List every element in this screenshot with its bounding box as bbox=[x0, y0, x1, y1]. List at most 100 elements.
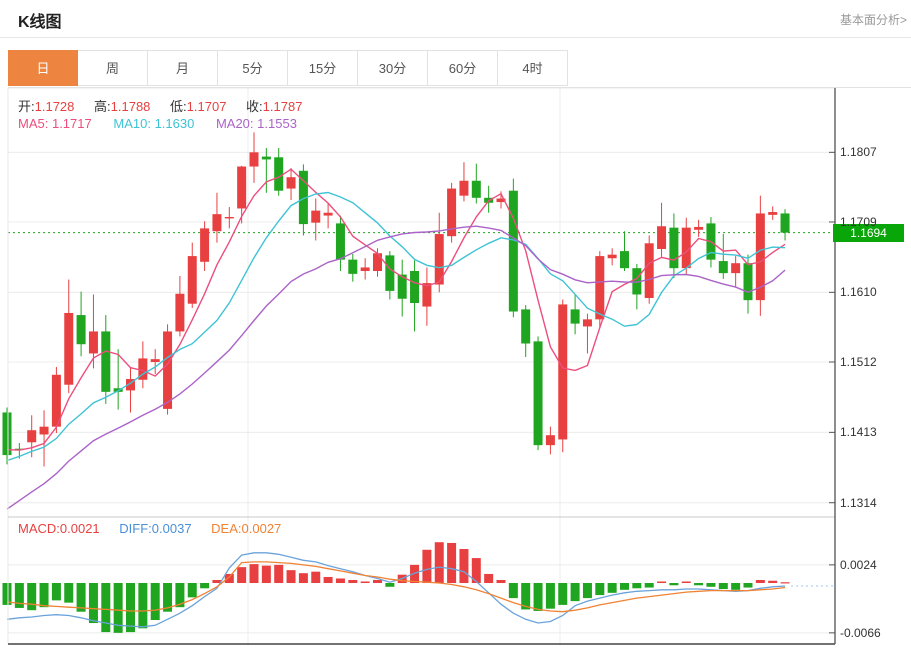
candle-body bbox=[582, 319, 592, 327]
axis-tick-label: 1.1807 bbox=[840, 145, 877, 160]
candle-body bbox=[27, 430, 37, 443]
candle-body bbox=[657, 226, 667, 249]
macd-readout: MACD:0.0021 DIFF:0.0037 DEA:0.0027 bbox=[18, 521, 297, 536]
diff-value-readout: DIFF:0.0037 bbox=[119, 521, 192, 536]
axis-tick-label: -0.0066 bbox=[840, 625, 881, 640]
candle-body bbox=[126, 379, 135, 391]
candle-body bbox=[76, 315, 86, 345]
macd-bar bbox=[39, 583, 49, 608]
macd-bar bbox=[2, 583, 12, 605]
macd-bar bbox=[373, 579, 382, 584]
macd-bar bbox=[150, 583, 160, 621]
candle-body bbox=[187, 256, 197, 304]
kline-chart[interactable]: 开:1.1728 高:1.1788 低:1.1707 收:1.1787 MA5:… bbox=[0, 88, 911, 649]
candle-body bbox=[447, 188, 457, 237]
tab-30min[interactable]: 30分 bbox=[358, 50, 428, 86]
low-readout: 低:1.1707 bbox=[170, 99, 227, 114]
candle-body bbox=[669, 227, 679, 269]
candle-body bbox=[88, 331, 98, 354]
macd-bar bbox=[249, 564, 259, 584]
tab-15min[interactable]: 15分 bbox=[288, 50, 358, 86]
macd-bar bbox=[780, 582, 790, 584]
tab-60min[interactable]: 60分 bbox=[428, 50, 498, 86]
macd-bar bbox=[360, 581, 370, 584]
macd-bar bbox=[681, 581, 691, 584]
candle-body bbox=[768, 212, 778, 215]
macd-bar bbox=[471, 558, 481, 584]
axis-tick-label: 0.0024 bbox=[840, 557, 877, 572]
macd-bar bbox=[126, 583, 135, 633]
macd-bar bbox=[113, 583, 123, 633]
page-title: K线图 bbox=[18, 14, 62, 31]
macd-bar bbox=[212, 579, 222, 584]
axis-tick-label: 1.1610 bbox=[840, 285, 877, 300]
candle-body bbox=[410, 271, 420, 303]
candle-body bbox=[595, 256, 605, 320]
diff-line bbox=[6, 552, 786, 628]
chart-canvas[interactable] bbox=[0, 88, 911, 649]
macd-bar bbox=[51, 583, 61, 601]
candle-body bbox=[311, 210, 321, 223]
candle-body bbox=[175, 293, 185, 332]
dea-line bbox=[6, 561, 786, 613]
axis-tick-label: 1.1512 bbox=[840, 354, 877, 369]
candle-body bbox=[274, 157, 284, 191]
candle-body bbox=[471, 180, 481, 198]
candle-body bbox=[780, 213, 790, 233]
tab-5min[interactable]: 5分 bbox=[218, 50, 288, 86]
tab-month[interactable]: 月 bbox=[148, 50, 218, 86]
macd-bar bbox=[27, 583, 37, 611]
macd-bar bbox=[298, 573, 308, 584]
macd-bar bbox=[447, 542, 457, 584]
candle-body bbox=[558, 304, 568, 440]
candle-body bbox=[731, 263, 741, 274]
macd-bar bbox=[76, 583, 86, 612]
tab-week[interactable]: 周 bbox=[78, 50, 148, 86]
candle-body bbox=[385, 255, 395, 291]
candle-body bbox=[335, 223, 345, 260]
candle-body bbox=[200, 228, 210, 262]
macd-bar bbox=[669, 583, 679, 586]
tab-4hour[interactable]: 4时 bbox=[498, 50, 568, 86]
macd-bar bbox=[644, 583, 654, 588]
candle-body bbox=[397, 274, 407, 299]
macd-bar bbox=[607, 583, 617, 593]
macd-bar bbox=[558, 583, 568, 605]
ma5-line bbox=[6, 168, 786, 451]
dea-value-readout: DEA:0.0027 bbox=[211, 521, 282, 536]
candle-body bbox=[298, 170, 308, 225]
macd-bar bbox=[348, 579, 358, 584]
macd-value-readout: MACD:0.0021 bbox=[18, 521, 100, 536]
candle-body bbox=[163, 331, 173, 409]
ma10-readout: MA10: 1.1630 bbox=[113, 116, 195, 131]
macd-bar bbox=[496, 579, 506, 584]
last-price-badge: 1.1694 bbox=[833, 223, 904, 242]
macd-bar bbox=[237, 567, 247, 584]
candle-body bbox=[323, 212, 333, 216]
high-readout: 高:1.1788 bbox=[94, 99, 151, 114]
macd-bar bbox=[755, 579, 765, 584]
candle-body bbox=[434, 234, 444, 285]
candle-body bbox=[755, 213, 765, 301]
candle-body bbox=[360, 267, 370, 272]
fundamental-analysis-link[interactable]: 基本面分析> bbox=[839, 13, 907, 27]
candle-body bbox=[570, 309, 580, 324]
macd-bar bbox=[274, 564, 284, 584]
candle-body bbox=[743, 263, 753, 301]
tab-day[interactable]: 日 bbox=[8, 50, 78, 86]
candle-body bbox=[51, 374, 61, 427]
macd-bar bbox=[718, 583, 728, 590]
macd-bar bbox=[64, 583, 74, 603]
macd-bar bbox=[422, 549, 432, 584]
macd-bar bbox=[484, 573, 494, 584]
candle-body bbox=[681, 227, 691, 269]
candle-body bbox=[632, 268, 642, 295]
macd-bar bbox=[434, 542, 444, 584]
candle-body bbox=[2, 412, 12, 456]
macd-bar bbox=[323, 576, 333, 584]
candle-body bbox=[607, 254, 617, 259]
candle-body bbox=[694, 226, 704, 230]
candle-body bbox=[521, 309, 531, 344]
candle-body bbox=[718, 261, 728, 274]
